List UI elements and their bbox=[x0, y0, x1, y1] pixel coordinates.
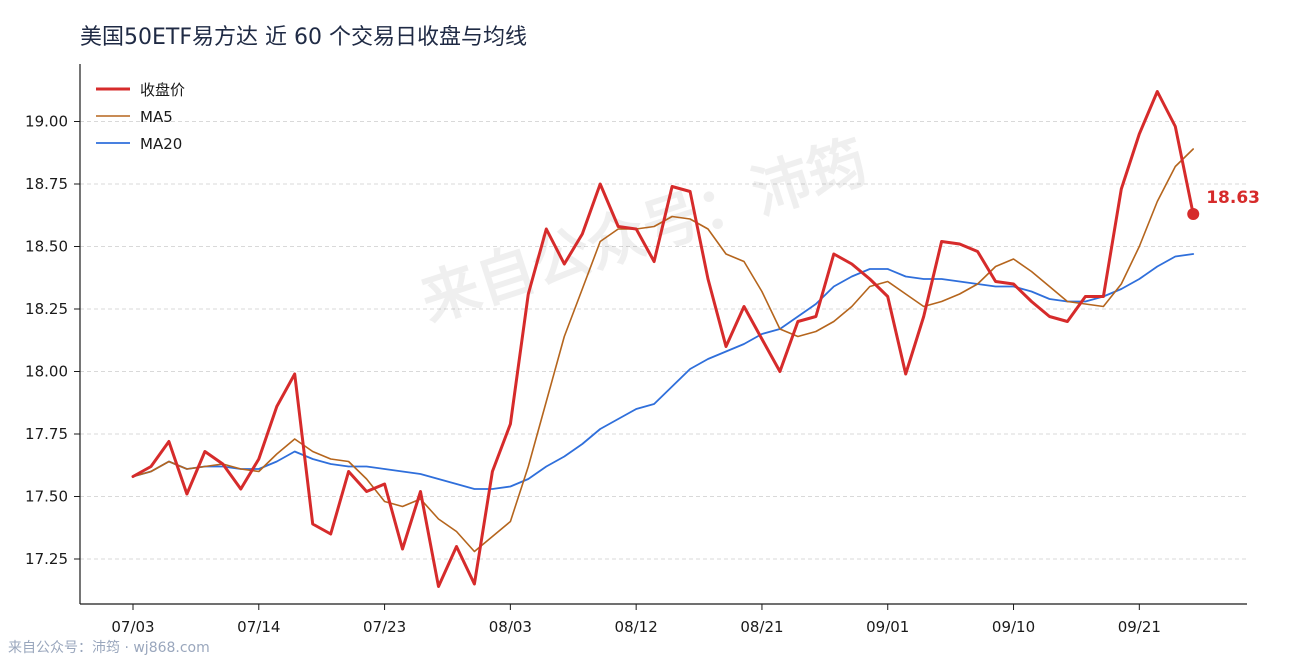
series-layer: 18.63 bbox=[131, 90, 1260, 588]
legend: 收盘价 MA5 MA20 bbox=[96, 81, 185, 153]
x-tick-label: 09/10 bbox=[992, 618, 1035, 636]
legend-label: MA20 bbox=[140, 135, 182, 153]
legend-label: MA5 bbox=[140, 108, 173, 126]
x-tick-label: 08/21 bbox=[740, 618, 783, 636]
y-tick-label: 18.75 bbox=[25, 175, 68, 193]
x-tick-label: 09/01 bbox=[866, 618, 909, 636]
footer-text: 来自公众号：沛筠 · wj868.com bbox=[8, 639, 210, 656]
x-tick-label: 09/21 bbox=[1118, 618, 1161, 636]
legend-label: 收盘价 bbox=[140, 81, 185, 99]
grid-lines bbox=[80, 121, 1247, 560]
y-tick-label: 17.50 bbox=[25, 488, 68, 506]
last-value-label: 18.63 bbox=[1206, 188, 1260, 208]
watermark-text: 来自公众号：沛筠 bbox=[413, 127, 875, 335]
y-tick-label: 17.25 bbox=[25, 550, 68, 568]
x-tick-label: 08/03 bbox=[489, 618, 532, 636]
y-tick-label: 18.25 bbox=[25, 300, 68, 318]
x-tick-label: 07/14 bbox=[237, 618, 280, 636]
y-tick-label: 19.00 bbox=[25, 113, 68, 131]
y-tick-label: 18.50 bbox=[25, 238, 68, 256]
last-point-marker bbox=[1187, 208, 1200, 220]
x-tick-label: 07/23 bbox=[363, 618, 406, 636]
x-tick-label: 07/03 bbox=[111, 618, 154, 636]
axes: 17.25 17.50 17.75 18.00 18.25 18.50 18.75 19.00… bbox=[25, 64, 1247, 636]
y-tick-label: 17.75 bbox=[25, 425, 68, 443]
series-line-close bbox=[131, 90, 1195, 588]
chart-title: 美国50ETF易方达 近 60 个交易日收盘与均线 bbox=[80, 25, 527, 50]
y-tick-label: 18.00 bbox=[25, 363, 68, 381]
x-tick-label: 08/12 bbox=[615, 618, 658, 636]
